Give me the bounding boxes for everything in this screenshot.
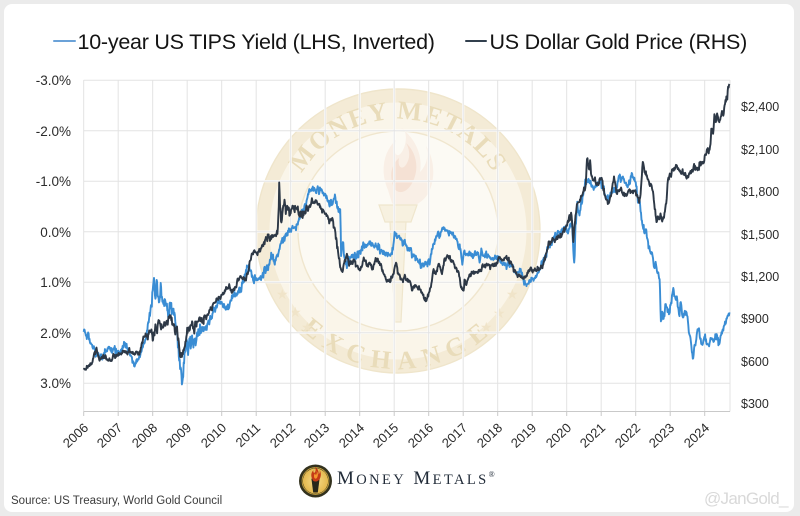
svg-text:★: ★: [493, 307, 506, 322]
svg-text:★: ★: [289, 306, 302, 321]
svg-text:★: ★: [276, 288, 289, 303]
svg-text:★: ★: [506, 288, 519, 303]
